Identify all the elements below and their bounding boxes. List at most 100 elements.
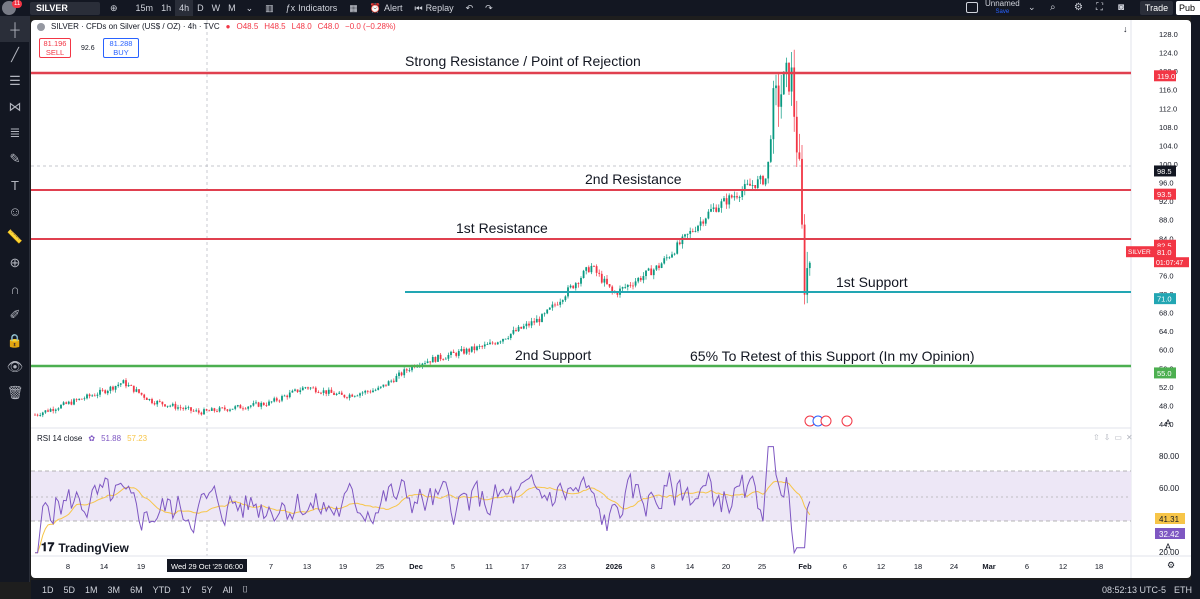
retest-note-label: 65% To Retest of this Support (In my Opi… xyxy=(690,348,975,364)
candle-body xyxy=(421,363,424,366)
range-ytd[interactable]: YTD xyxy=(152,584,171,595)
date-range-icon[interactable]: ⌷ xyxy=(242,584,249,594)
economic-events-icon[interactable] xyxy=(804,415,853,427)
candle-body xyxy=(587,267,590,273)
camera-icon[interactable]: ◙ xyxy=(1118,2,1125,13)
candle-body xyxy=(634,281,637,286)
candle-body xyxy=(132,385,135,392)
rsi-title[interactable]: RSI 14 close xyxy=(37,434,83,443)
legend-title[interactable]: SILVER · CFDs on Silver (US$ / OZ) · 4h … xyxy=(51,22,220,31)
timeframe-dropdown-icon[interactable]: ⌄ xyxy=(245,2,254,13)
layout-name-block[interactable]: Unnamed Save xyxy=(985,0,1020,16)
buy-button[interactable]: 81.288 BUY xyxy=(103,38,139,58)
lock-icon[interactable]: 🔒 xyxy=(6,333,24,348)
undo-icon[interactable]: ↶ xyxy=(465,2,474,13)
time-label: 19 xyxy=(339,562,347,571)
pane-controls-icon[interactable]: ⇧⇩▭✕ xyxy=(1093,433,1137,442)
add-symbol-icon[interactable]: ⊕ xyxy=(110,2,118,13)
candle-body xyxy=(67,401,70,404)
timeframe-1h[interactable]: 1h xyxy=(161,3,172,13)
publish-button[interactable]: Pub xyxy=(1176,1,1200,15)
timeframe-4h[interactable]: 4h xyxy=(175,0,194,16)
chart-area[interactable]: Strong Resistance / Point of Rejection 2… xyxy=(31,20,1191,578)
chart-type-icon[interactable]: ▥ xyxy=(265,2,274,13)
range-3m[interactable]: 3M xyxy=(107,584,121,595)
brush-icon[interactable]: ✎ xyxy=(9,151,21,166)
candle-body xyxy=(429,361,432,363)
price-axis-settings-icon[interactable]: A xyxy=(1165,418,1172,428)
candle-body xyxy=(502,338,504,342)
rsi-axis-settings-icon[interactable]: A xyxy=(1165,542,1172,552)
eye-icon[interactable]: 👁 xyxy=(6,359,24,374)
pitchfork-icon[interactable]: ⋈ xyxy=(8,99,22,114)
chart-settings-icon[interactable]: ⚙ xyxy=(1167,560,1176,570)
range-1m[interactable]: 1M xyxy=(85,584,98,595)
emoji-icon[interactable]: ☺ xyxy=(8,203,22,219)
range-1y[interactable]: 1Y xyxy=(180,584,192,595)
candle-body xyxy=(106,390,109,394)
candle-body xyxy=(551,304,554,308)
countdown-bg xyxy=(1154,257,1189,268)
candle-body xyxy=(283,395,286,397)
zoom-in-icon[interactable]: ⊕ xyxy=(9,255,21,270)
trendline-icon[interactable]: ╱ xyxy=(11,47,19,62)
candle-body xyxy=(374,389,377,391)
tradingview-logo[interactable]: 𝟏𝟕 TradingView xyxy=(41,540,129,555)
range-1d[interactable]: 1D xyxy=(42,584,54,595)
candle-body xyxy=(424,363,426,364)
replay-button[interactable]: ⏮ Replay xyxy=(408,0,459,16)
range-6m[interactable]: 6M xyxy=(130,584,143,595)
layout-name: Unnamed xyxy=(985,0,1020,8)
ruler-icon[interactable]: 📏 xyxy=(6,229,24,244)
collapse-arrow-icon[interactable]: ↓ xyxy=(1123,24,1128,34)
templates-icon[interactable]: ▦ xyxy=(349,2,358,13)
layout-icon[interactable] xyxy=(966,2,978,13)
candle-body xyxy=(294,389,296,391)
text-tool-icon[interactable]: T xyxy=(11,177,19,193)
trade-button[interactable]: Trade xyxy=(1140,1,1173,15)
fullscreen-icon[interactable]: ⛶ xyxy=(1096,2,1103,13)
rsi-tick-80: 80.00 xyxy=(1159,452,1180,461)
candle-body xyxy=(398,372,400,376)
candle-body xyxy=(491,342,494,344)
range-5y[interactable]: 5Y xyxy=(201,584,213,595)
stay-in-drawing-mode-icon[interactable]: ✐ xyxy=(9,307,21,322)
horizontal-lines-icon[interactable]: ☰ xyxy=(9,73,21,88)
magnet-icon[interactable]: ∩ xyxy=(10,281,20,297)
sell-button[interactable]: 81.196 SELL xyxy=(39,38,71,58)
symbol-search-box[interactable]: SILVER xyxy=(30,1,100,15)
candle-body xyxy=(764,178,767,185)
candle-body xyxy=(231,408,234,410)
layout-dropdown-icon[interactable]: ⌄ xyxy=(1028,2,1036,12)
candle-body xyxy=(593,265,595,267)
settings-gear-icon[interactable]: ⚙ xyxy=(1074,2,1083,13)
candle-body xyxy=(57,408,60,410)
candle-body xyxy=(395,375,398,382)
chart-canvas[interactable]: Strong Resistance / Point of Rejection 2… xyxy=(31,20,1191,578)
timeframe-15m[interactable]: 15m xyxy=(135,3,154,13)
redo-icon[interactable]: ↷ xyxy=(485,2,493,13)
quick-search-icon[interactable]: ⌕ xyxy=(1050,2,1056,13)
indicators-button[interactable]: ƒx Indicators xyxy=(280,0,344,16)
legend-open: O48.5 xyxy=(236,22,259,31)
rsi-settings-icon[interactable]: ✿ xyxy=(88,434,96,443)
candle-body xyxy=(686,233,689,235)
trash-icon[interactable]: 🗑 xyxy=(6,385,24,400)
range-5d[interactable]: 5D xyxy=(63,584,76,595)
session-label[interactable]: ETH xyxy=(1174,584,1192,595)
candle-body xyxy=(533,321,536,323)
alert-button[interactable]: ⏰ Alert xyxy=(364,0,409,16)
utc-clock[interactable]: 08:52:13 UTC-5 xyxy=(1101,584,1166,595)
candle-body xyxy=(564,296,567,301)
price-tick: 108.0 xyxy=(1159,123,1178,132)
candle-body xyxy=(528,323,530,326)
fib-retracement-icon[interactable]: ≣ xyxy=(9,125,21,140)
tradingview-mark-icon: 𝟏𝟕 xyxy=(41,540,55,554)
timeframe-w[interactable]: W xyxy=(211,3,221,13)
top-toolbar: 11 SILVER ⊕ 15m 1h 4h D W M ⌄ ▥ ƒx Indica… xyxy=(0,0,1200,16)
price-marker-bg xyxy=(1154,293,1176,305)
timeframe-m[interactable]: M xyxy=(228,3,236,13)
range-all[interactable]: All xyxy=(222,584,233,595)
crosshair-icon[interactable]: ┼ xyxy=(0,16,30,42)
timeframe-d[interactable]: D xyxy=(197,3,204,13)
